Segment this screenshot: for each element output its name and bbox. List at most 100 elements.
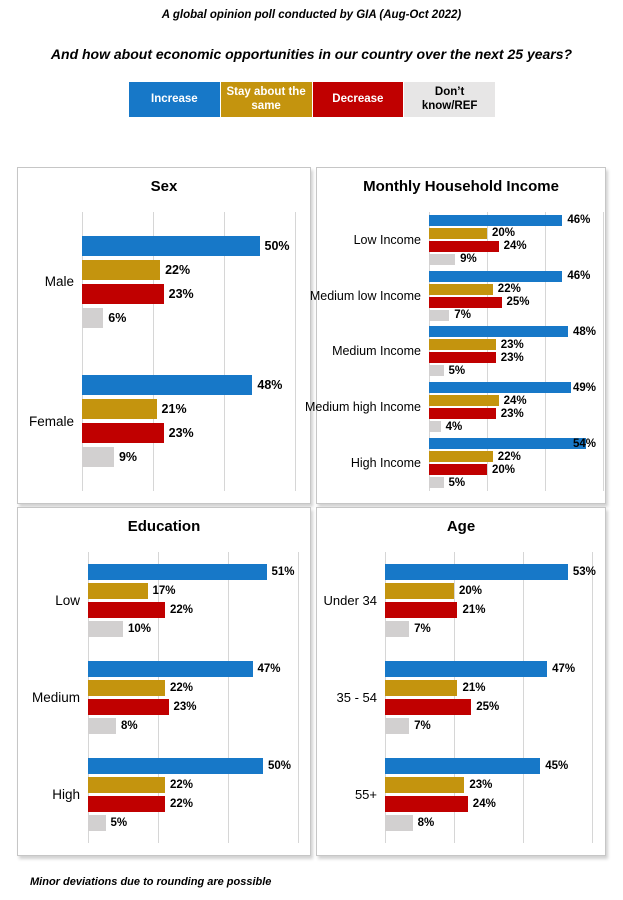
value-label: 7%: [414, 720, 431, 732]
value-label: 46%: [567, 214, 591, 227]
value-label: 23%: [168, 286, 194, 301]
bar-row: 8%: [385, 815, 603, 831]
bar-row: 9%: [82, 447, 308, 468]
bar-increase: [385, 564, 568, 580]
bar-group: 47% 21% 25% 7%: [385, 649, 603, 746]
bar-group: 46% 20% 24% 9%: [429, 212, 603, 268]
bar-group: 49% 24% 23% 4%: [429, 379, 603, 435]
bar-row: 23%: [429, 408, 603, 420]
bar-row: 46%: [429, 270, 603, 282]
value-label: 22%: [170, 682, 194, 694]
bar-stay-about-the-same: [385, 777, 465, 793]
bar-groups: 51% 17% 22% 10% 47% 22% 23% 8% 50% 22% 22% 5%: [88, 552, 308, 843]
bar-decrease: [429, 464, 487, 476]
bar-row: 23%: [385, 777, 603, 793]
panel-title-income: Monthly Household Income: [363, 178, 559, 195]
bar-groups: 53% 20% 21% 7% 47% 21% 25% 7% 45% 23% 24% 8%: [385, 552, 603, 843]
bar-increase: [88, 661, 253, 677]
bar-row: 23%: [88, 699, 308, 715]
value-label: 4%: [445, 420, 463, 433]
value-label: 25%: [476, 701, 500, 713]
bar-decrease: [82, 283, 164, 304]
bar-stay-about-the-same: [429, 283, 493, 295]
value-label: 47%: [552, 663, 576, 675]
bar-don-t-know-ref: [429, 253, 456, 265]
bar-increase: [82, 375, 253, 396]
bar-row: 23%: [429, 339, 603, 351]
gridline-20: [153, 212, 154, 491]
bar-row: 21%: [385, 602, 603, 618]
bar-group: 50% 22% 23% 6%: [82, 212, 308, 352]
bar-group: 48% 21% 23% 9%: [82, 352, 308, 492]
bar-stay-about-the-same: [88, 777, 165, 793]
bar-row: 50%: [88, 758, 308, 774]
bar-row: 22%: [88, 796, 308, 812]
bar-row: 21%: [82, 399, 308, 420]
plot-area: 51% 17% 22% 10% 47% 22% 23% 8% 50% 22% 22% 5%: [88, 552, 308, 843]
bar-don-t-know-ref: [88, 815, 106, 831]
value-label: 24%: [503, 240, 527, 253]
value-label: 21%: [161, 402, 187, 417]
bar-don-t-know-ref: [82, 447, 114, 468]
bar-don-t-know-ref: [82, 307, 104, 328]
bar-increase: [82, 235, 260, 256]
gridline-20: [158, 552, 159, 843]
panel-education: Education Low Medium High 51% 17% 22% 10% 47% 22%…: [17, 507, 311, 856]
category-label: Under 34: [323, 593, 377, 608]
category-label: 35 - 54: [336, 690, 377, 705]
value-label: 5%: [110, 817, 128, 829]
chart-income: Low Income Medium low Income Medium Income…: [305, 212, 604, 491]
panel-income: Monthly Household Income Low Income Medium…: [305, 167, 606, 504]
bar-increase: [88, 758, 263, 774]
bar-row: 8%: [88, 718, 308, 734]
bar-don-t-know-ref: [385, 621, 410, 637]
bar-don-t-know-ref: [88, 718, 116, 734]
bar-groups: 50% 22% 23% 6% 48% 21% 23% 9%: [82, 212, 308, 491]
bar-decrease: [429, 240, 499, 252]
gridline-0: [82, 212, 83, 491]
bar-row: 5%: [88, 815, 308, 831]
value-label: 48%: [572, 325, 597, 338]
bar-row: 24%: [429, 240, 603, 253]
bar-row: 45%: [385, 758, 603, 774]
bar-row: 48%: [429, 325, 603, 338]
value-label: 23%: [500, 351, 524, 364]
bar-stay-about-the-same: [429, 339, 496, 351]
bar-group: 50% 22% 22% 5%: [88, 746, 308, 843]
bar-decrease: [88, 699, 169, 715]
panel-age: Age Under 34 35 - 54 55+ 53% 20% 21% 7% 47% 21% 25…: [316, 507, 606, 856]
panel-title-education: Education: [127, 518, 201, 535]
bar-decrease: [429, 296, 502, 308]
bar-row: 22%: [88, 777, 308, 793]
value-label: 22%: [170, 779, 194, 791]
category-labels: Low Medium High: [18, 552, 88, 843]
value-label: 9%: [118, 450, 138, 465]
bar-row: 23%: [429, 351, 603, 364]
bar-decrease: [385, 796, 468, 812]
value-label: 53%: [572, 566, 596, 578]
value-label: 7%: [414, 623, 431, 635]
plot-area: 53% 20% 21% 7% 47% 21% 25% 7% 45% 23% 24% 8%: [385, 552, 603, 843]
bar-row: 47%: [385, 661, 603, 677]
category-label: Medium: [31, 690, 80, 705]
value-label: 22%: [497, 283, 521, 296]
bar-increase: [429, 270, 563, 282]
value-label: 8%: [121, 720, 138, 732]
gridline-60: [592, 552, 593, 843]
value-label: 24%: [472, 798, 496, 810]
gridline-0: [385, 552, 386, 843]
gridline-60: [603, 212, 604, 491]
value-label: 9%: [460, 253, 477, 266]
value-label: 24%: [503, 394, 527, 407]
bar-row: 17%: [88, 583, 308, 599]
bar-row: 54%: [429, 438, 603, 450]
bar-row: 22%: [88, 680, 308, 696]
value-label: 5%: [448, 476, 466, 489]
bar-increase: [429, 438, 586, 450]
bar-row: 49%: [429, 382, 603, 394]
value-label: 45%: [545, 760, 569, 772]
gridline-20: [487, 212, 488, 491]
bar-row: 48%: [82, 375, 308, 396]
plot-area: 50% 22% 23% 6% 48% 21% 23% 9%: [82, 212, 308, 491]
value-label: 7%: [454, 309, 471, 322]
